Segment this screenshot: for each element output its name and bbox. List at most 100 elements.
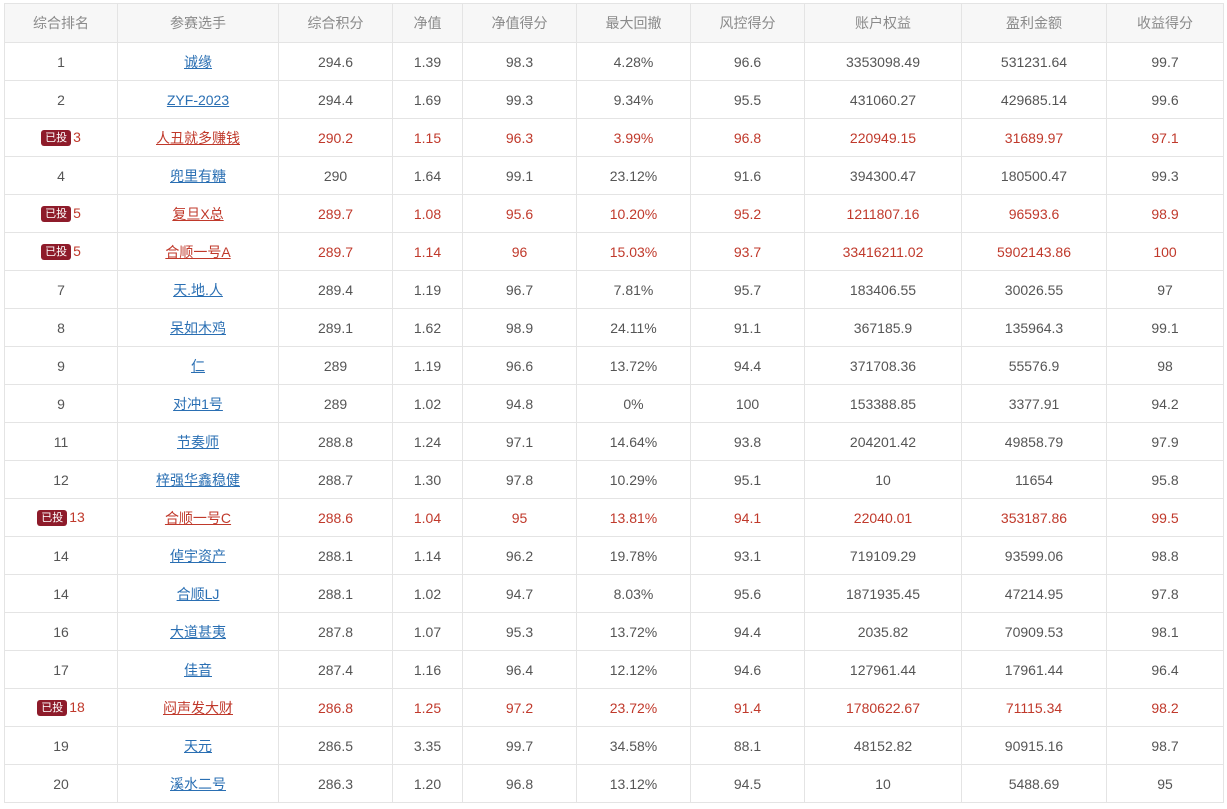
return-score-cell: 99.3 <box>1106 156 1224 195</box>
rank-value: 14 <box>53 585 69 602</box>
player-link[interactable]: 人丑就多赚钱 <box>156 129 240 146</box>
player-cell: 闷声发大财 <box>117 688 279 727</box>
player-link[interactable]: 倬宇资产 <box>170 547 226 564</box>
table-row: 2 ZYF-2023 294.4 1.69 99.3 9.34% 95.5 431060.27… <box>4 80 1224 119</box>
profit-cell: 90915.16 <box>961 726 1107 765</box>
player-link[interactable]: 天.地.人 <box>173 281 223 298</box>
profit-cell: 30026.55 <box>961 270 1107 309</box>
equity-cell: 204201.42 <box>804 422 962 461</box>
return-score-cell: 98.8 <box>1106 536 1224 575</box>
profit-cell: 31689.97 <box>961 118 1107 157</box>
risk-score-cell: 93.7 <box>690 232 805 271</box>
player-cell: 合顺一号A <box>117 232 279 271</box>
player-cell: 人丑就多赚钱 <box>117 118 279 157</box>
risk-score-cell: 91.4 <box>690 688 805 727</box>
rank-cell: 9 <box>4 346 118 385</box>
player-link[interactable]: 节奏师 <box>177 433 219 450</box>
player-link[interactable]: 对冲1号 <box>173 395 223 412</box>
table-row: 已投 18 闷声发大财 286.8 1.25 97.2 23.72% 91.4 1780622.… <box>4 688 1224 727</box>
table-row: 20 溪水二号 286.3 1.20 96.8 13.12% 94.5 10 5488.69 95 <box>4 764 1224 803</box>
score-cell: 288.1 <box>278 536 393 575</box>
equity-cell: 1871935.45 <box>804 574 962 613</box>
rank-value: 16 <box>53 623 69 640</box>
header-profit: 盈利金额 <box>961 3 1107 43</box>
rank-cell: 已投 18 <box>4 688 118 727</box>
player-link[interactable]: 佳音 <box>184 661 212 678</box>
score-cell: 286.3 <box>278 764 393 803</box>
player-link[interactable]: ZYF-2023 <box>166 91 230 108</box>
return-score-cell: 99.6 <box>1106 80 1224 119</box>
nav-score-cell: 99.3 <box>462 80 577 119</box>
nav-score-cell: 95.3 <box>462 612 577 651</box>
player-link[interactable]: 合顺一号A <box>165 243 231 260</box>
rank-cell: 11 <box>4 422 118 461</box>
score-cell: 289.7 <box>278 232 393 271</box>
rank-cell: 14 <box>4 536 118 575</box>
player-link[interactable]: 溪水二号 <box>170 775 226 792</box>
invested-badge: 已投 <box>37 700 68 716</box>
player-cell: 天.地.人 <box>117 270 279 309</box>
table-row: 9 仁 289 1.19 96.6 13.72% 94.4 371708.36 55576.9 9… <box>4 346 1224 385</box>
player-link[interactable]: 天元 <box>184 737 212 754</box>
score-cell: 294.4 <box>278 80 393 119</box>
nav-cell: 1.25 <box>392 688 463 727</box>
table-row: 17 佳音 287.4 1.16 96.4 12.12% 94.6 127961.44 1796… <box>4 650 1224 689</box>
equity-cell: 33416211.02 <box>804 232 962 271</box>
rank-value: 3 <box>73 129 81 145</box>
risk-score-cell: 88.1 <box>690 726 805 765</box>
player-link[interactable]: 合顺一号C <box>164 509 232 526</box>
equity-cell: 2035.82 <box>804 612 962 651</box>
player-link[interactable]: 梓强华鑫稳健 <box>156 471 240 488</box>
rank-cell: 已投 13 <box>4 498 118 537</box>
nav-cell: 1.14 <box>392 536 463 575</box>
profit-cell: 135964.3 <box>961 308 1107 347</box>
profit-cell: 49858.79 <box>961 422 1107 461</box>
max-drawdown-cell: 13.12% <box>576 764 691 803</box>
rank-value: 7 <box>57 281 65 298</box>
equity-cell: 10 <box>804 460 962 499</box>
nav-score-cell: 97.1 <box>462 422 577 461</box>
nav-cell: 1.02 <box>392 574 463 613</box>
return-score-cell: 94.2 <box>1106 384 1224 423</box>
risk-score-cell: 95.7 <box>690 270 805 309</box>
nav-score-cell: 94.8 <box>462 384 577 423</box>
table-row: 已投 13 合顺一号C 288.6 1.04 95 13.81% 94.1 22040.01 35… <box>4 498 1224 537</box>
player-link[interactable]: 诚缘 <box>184 53 212 70</box>
rank-cell: 14 <box>4 574 118 613</box>
player-link[interactable]: 复旦X总 <box>172 205 224 222</box>
player-link[interactable]: 合顺LJ <box>176 585 220 602</box>
player-link[interactable]: 兜里有糖 <box>170 167 226 184</box>
equity-cell: 394300.47 <box>804 156 962 195</box>
invested-badge: 已投 <box>41 244 72 260</box>
player-link[interactable]: 仁 <box>191 357 205 374</box>
max-drawdown-cell: 15.03% <box>576 232 691 271</box>
score-cell: 289 <box>278 384 393 423</box>
nav-score-cell: 99.7 <box>462 726 577 765</box>
player-cell: 对冲1号 <box>117 384 279 423</box>
risk-score-cell: 94.6 <box>690 650 805 689</box>
return-score-cell: 96.4 <box>1106 650 1224 689</box>
return-score-cell: 99.7 <box>1106 42 1224 81</box>
rank-cell: 已投 5 <box>4 232 118 271</box>
equity-cell: 719109.29 <box>804 536 962 575</box>
max-drawdown-cell: 14.64% <box>576 422 691 461</box>
profit-cell: 71115.34 <box>961 688 1107 727</box>
player-link[interactable]: 呆如木鸡 <box>170 319 226 336</box>
nav-cell: 1.07 <box>392 612 463 651</box>
player-link[interactable]: 闷声发大财 <box>163 699 233 716</box>
profit-cell: 531231.64 <box>961 42 1107 81</box>
header-score: 综合积分 <box>278 3 393 43</box>
profit-cell: 11654 <box>961 460 1107 499</box>
return-score-cell: 97.8 <box>1106 574 1224 613</box>
risk-score-cell: 95.2 <box>690 194 805 233</box>
player-link[interactable]: 大道甚夷 <box>170 623 226 640</box>
rank-cell: 7 <box>4 270 118 309</box>
max-drawdown-cell: 10.20% <box>576 194 691 233</box>
return-score-cell: 95.8 <box>1106 460 1224 499</box>
player-cell: 仁 <box>117 346 279 385</box>
equity-cell: 127961.44 <box>804 650 962 689</box>
rank-value: 8 <box>57 319 65 336</box>
player-cell: 诚缘 <box>117 42 279 81</box>
nav-cell: 1.08 <box>392 194 463 233</box>
rank-value: 12 <box>53 471 69 488</box>
